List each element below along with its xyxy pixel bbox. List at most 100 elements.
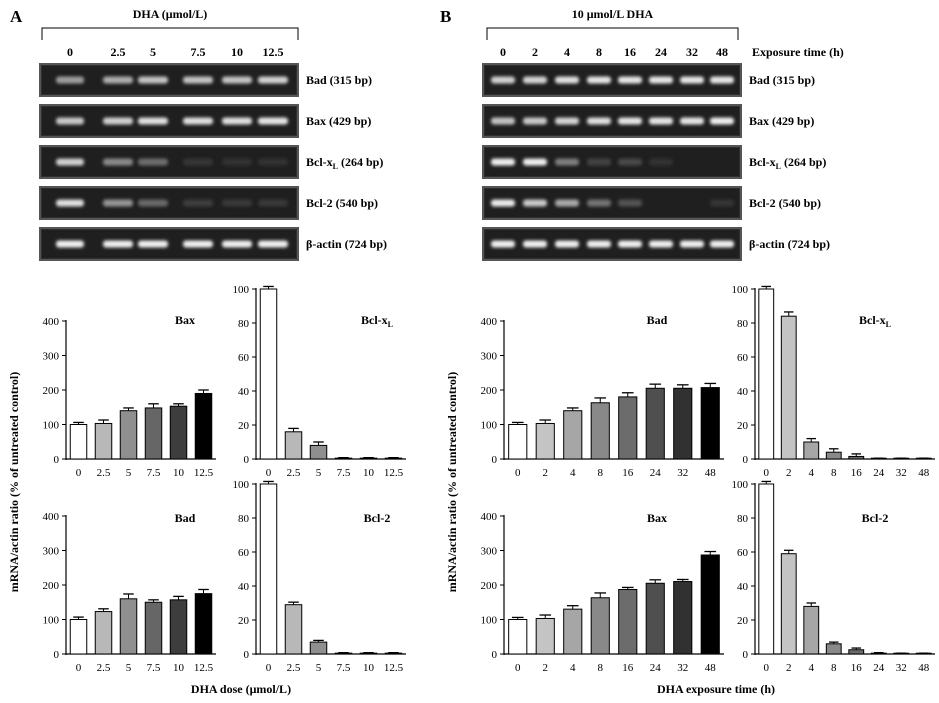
bar [780, 315, 797, 460]
x-tick-label: 5 [316, 662, 322, 674]
gel-band [649, 117, 673, 125]
chart-title: Bcl-2 [862, 511, 889, 525]
bar [535, 422, 555, 460]
gel-band [555, 117, 579, 125]
axis-labels: mRNA/actin ratio (% of untreated control… [7, 372, 775, 696]
gel-band [183, 76, 213, 84]
x-tick-label: 8 [598, 467, 604, 479]
x-tick-label: 5 [126, 467, 132, 479]
gel-band [183, 117, 213, 125]
bar [535, 617, 555, 655]
gel-band [710, 199, 734, 207]
y-tick-label: 100 [732, 284, 749, 296]
y-tick-label: 200 [43, 580, 60, 592]
gel-label: β-actin (724 bp) [306, 237, 387, 251]
gel-band [523, 158, 547, 166]
x-tick-label: 16 [851, 662, 863, 674]
gel-band [258, 158, 288, 166]
x-tick-label: 12.5 [384, 662, 404, 674]
lane-label: 10 [231, 45, 243, 59]
bar [119, 598, 138, 655]
y-tick-label: 0 [492, 649, 498, 661]
gel-band [183, 199, 213, 207]
x-tick-label: 5 [316, 467, 322, 479]
y-tick-label: 200 [481, 580, 498, 592]
bar [69, 424, 88, 460]
lane-label: 5 [150, 45, 156, 59]
x-tick-label: 4 [570, 467, 576, 479]
gel-band [555, 158, 579, 166]
panel-headers: A DHA (μmol/L) 0 2.5 5 7.5 10 12.5 B 10 μmol/L DH… [10, 7, 844, 59]
lane-label: 12.5 [263, 45, 284, 59]
gel-band [523, 199, 547, 207]
gel-band [491, 76, 515, 84]
x-tick-label: 10 [363, 662, 375, 674]
x-tick-label: 48 [705, 467, 717, 479]
gel-row: Bad (315 bp) [482, 63, 815, 97]
y-tick-label: 400 [43, 316, 60, 328]
gel-band [680, 240, 704, 248]
chart-title: Bax [175, 313, 195, 327]
gel-row: Bcl-xL (264 bp) [39, 145, 383, 179]
x-tick-label: 0 [764, 662, 770, 674]
gel-row: β-actin (724 bp) [482, 227, 830, 261]
gel-band [587, 240, 611, 248]
x-tick-label: 0 [76, 467, 82, 479]
x-tick-label: 2 [543, 467, 549, 479]
bar [144, 601, 163, 655]
gel-band [138, 158, 168, 166]
x-tick-label: 8 [831, 467, 837, 479]
y-tick-label: 80 [238, 513, 250, 525]
panel-letter-B: B [440, 7, 451, 26]
gel-band [491, 240, 515, 248]
x-tick-label: 16 [622, 467, 634, 479]
y-tick-label: 300 [43, 546, 60, 558]
bar [194, 593, 213, 655]
x-tick-label: 24 [873, 662, 885, 674]
bar [645, 387, 665, 460]
bar [803, 441, 820, 460]
gel-band [618, 199, 642, 207]
x-tick-label: 2 [543, 662, 549, 674]
gel-label-subscript: L [333, 162, 338, 171]
gel-band [710, 76, 734, 84]
y-tick-label: 100 [43, 615, 60, 627]
y-tick-label: 20 [238, 420, 250, 432]
gel-band [649, 76, 673, 84]
y-axis-label-a: mRNA/actin ratio (% of untreated control… [7, 372, 21, 593]
x-tick-label: 8 [598, 662, 604, 674]
x-tick-label: 12.5 [384, 467, 404, 479]
gel-band [618, 158, 642, 166]
lane-label: 32 [686, 45, 698, 59]
gel-band [138, 240, 168, 248]
bar [758, 483, 775, 655]
gel-label: β-actin (724 bp) [749, 237, 830, 251]
gel-band [56, 240, 84, 248]
y-tick-label: 0 [54, 454, 60, 466]
bracket-line [486, 27, 739, 40]
y-tick-label: 40 [238, 581, 250, 593]
gel-band [183, 240, 213, 248]
x-tick-label: 2.5 [287, 467, 301, 479]
bar [700, 554, 720, 655]
x-tick-label: 16 [851, 467, 863, 479]
bar [144, 407, 163, 460]
gel-label: Bad (315 bp) [306, 73, 372, 87]
x-tick-label: 48 [705, 662, 717, 674]
bar [825, 451, 842, 460]
gel-row: Bad (315 bp) [39, 63, 372, 97]
gel-label: Bcl-xL (264 bp) [306, 155, 383, 171]
gel-label-subscript: L [776, 162, 781, 171]
x-tick-label: 7.5 [337, 662, 351, 674]
y-tick-label: 200 [481, 385, 498, 397]
y-tick-label: 80 [737, 513, 749, 525]
x-tick-label: 24 [650, 662, 662, 674]
bar [673, 387, 693, 460]
bar [259, 288, 278, 460]
lane-label: 7.5 [191, 45, 206, 59]
